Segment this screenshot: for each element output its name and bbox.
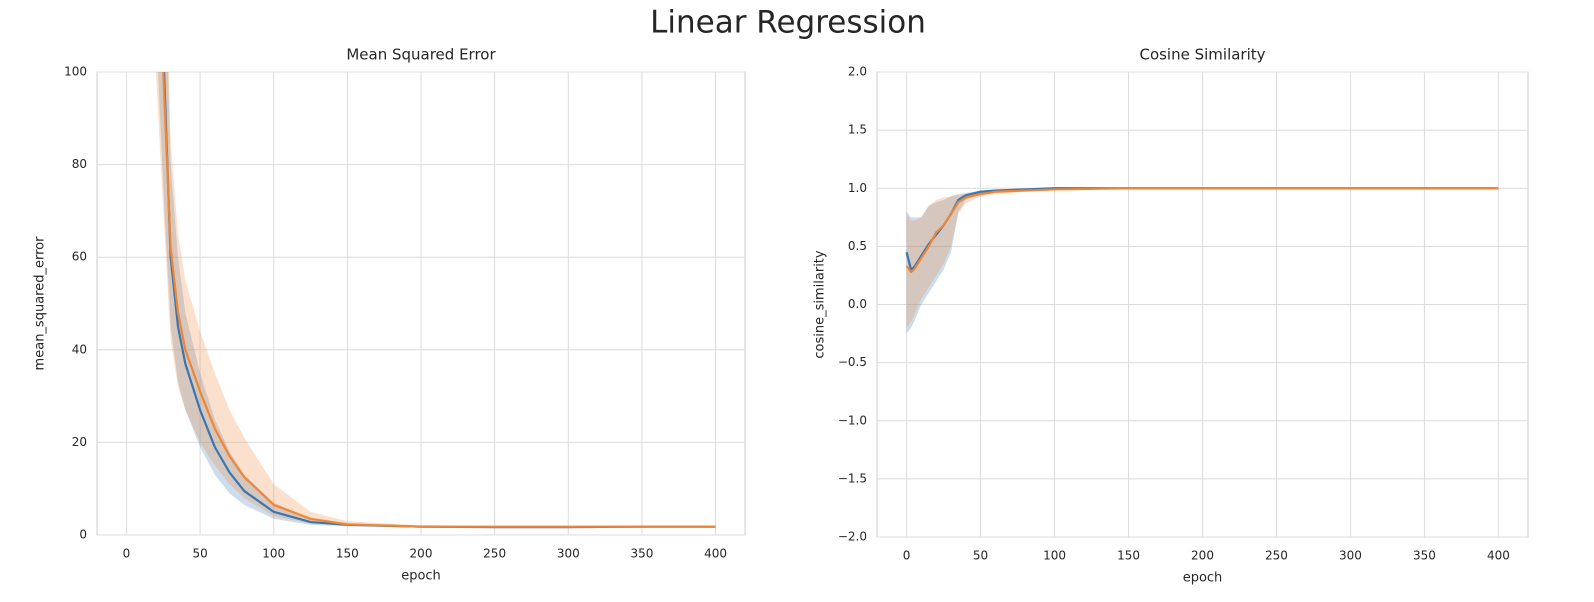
y-tick-label: 0: [79, 528, 87, 542]
x-tick-label: 50: [192, 547, 207, 561]
series-line: [905, 187, 1499, 274]
x-tick-label: 400: [704, 547, 727, 561]
y-tick-label: 2.0: [848, 65, 867, 79]
x-tick-label: 150: [336, 547, 359, 561]
y-tick-label: 80: [72, 157, 87, 171]
y-axis-label: mean_squared_error: [33, 236, 48, 371]
x-tick-label: 200: [410, 547, 433, 561]
y-tick-label: 60: [72, 250, 87, 264]
x-tick-label: 250: [483, 547, 506, 561]
plot-content: [155, 72, 716, 529]
axes: 0 20 40 60 80 100 0 50 100 150 200 250 300 350 400 Mean…: [33, 46, 746, 584]
x-tick-label: 400: [1487, 549, 1510, 563]
y-tick-label: −1.5: [838, 471, 867, 485]
x-axis-label: epoch: [1183, 571, 1223, 586]
x-tick-label: 250: [1265, 549, 1288, 563]
series-line: [162, 72, 716, 528]
x-tick-label: 50: [973, 549, 988, 563]
y-tick-label: 100: [64, 65, 87, 79]
x-tick-label: 0: [123, 547, 131, 561]
y-tick-label: 0.0: [848, 297, 867, 311]
x-tick-label: 300: [1339, 549, 1362, 563]
x-tick-label: 300: [557, 547, 580, 561]
x-tick-label: 0: [903, 549, 911, 563]
y-tick-label: 20: [72, 435, 87, 449]
confidence-band: [906, 188, 1499, 328]
y-tick-label: −1.0: [838, 413, 867, 427]
y-tick-label: 1.0: [848, 181, 867, 195]
x-tick-label: 200: [1191, 549, 1214, 563]
y-tick-label: 0.5: [848, 239, 867, 253]
x-tick-label: 100: [1043, 549, 1066, 563]
figure-title: Linear Regression: [650, 5, 926, 41]
y-axis-label: cosine_similarity: [813, 250, 828, 359]
subplot-title: Mean Squared Error: [346, 46, 496, 64]
x-tick-label: 100: [262, 547, 285, 561]
y-tick-label: −2.0: [838, 530, 867, 544]
x-tick-label: 350: [1413, 549, 1436, 563]
subplot-title: Cosine Similarity: [1139, 46, 1265, 64]
x-axis-label: epoch: [401, 569, 441, 584]
x-tick-label: 150: [1117, 549, 1140, 563]
y-tick-label: −0.5: [838, 355, 867, 369]
x-tick-label: 350: [630, 547, 653, 561]
plot-content: [905, 187, 1499, 334]
y-tick-label: 1.5: [848, 123, 867, 137]
y-tick-label: 40: [72, 342, 87, 356]
axes: −2.0 −1.5 −1.0 −0.5 0.0 0.5 1.0 1.5 2.0 0 50 100 150…: [813, 46, 1529, 586]
